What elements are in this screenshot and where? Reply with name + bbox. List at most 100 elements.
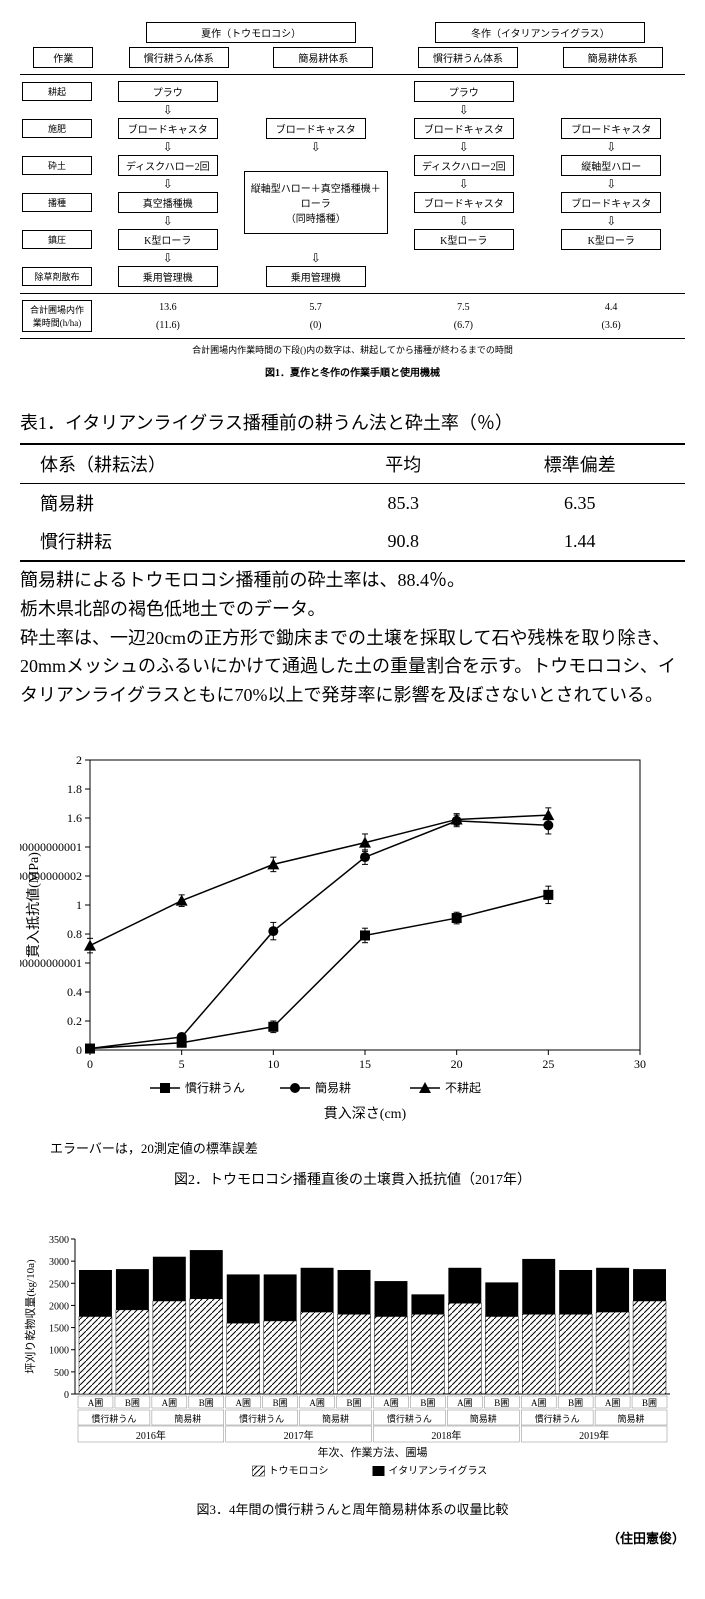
figure-3: 0500100015002000250030003500坪刈り乾物収量(kg/1…: [20, 1229, 685, 1518]
svg-text:トウモロコシ: トウモロコシ: [269, 1465, 329, 1477]
svg-text:簡易耕: 簡易耕: [618, 1413, 645, 1424]
svg-text:簡易耕: 簡易耕: [315, 1080, 351, 1095]
cell-bc-1: ブロードキャスタ: [118, 118, 218, 139]
svg-text:B圃: B圃: [125, 1398, 140, 1408]
fig1-caption: 図1．夏作と冬作の作業手順と使用機械: [20, 364, 685, 379]
credit: （住田憲俊）: [20, 1528, 685, 1547]
svg-text:イタリアンライグラス: イタリアンライグラス: [389, 1464, 488, 1477]
cell-rider-1: 乗用管理機: [118, 266, 218, 287]
total-c1b: (11.6): [94, 316, 242, 334]
col-1: 慣行耕うん体系: [129, 47, 229, 68]
cell-disc-1: ディスクハロー2回: [118, 155, 218, 176]
row-herbicide: 除草剤散布: [22, 267, 92, 286]
col-2: 簡易耕体系: [273, 47, 373, 68]
svg-text:A圃: A圃: [605, 1398, 621, 1408]
svg-text:B圃: B圃: [494, 1398, 509, 1408]
svg-text:0: 0: [64, 1390, 69, 1401]
svg-text:慣行耕うん: 慣行耕うん: [185, 1080, 245, 1095]
svg-text:B圃: B圃: [568, 1398, 583, 1408]
cell-disc-2: ディスクハロー2回: [414, 155, 514, 176]
svg-text:A圃: A圃: [531, 1398, 547, 1408]
cell-bc-4: ブロードキャスタ: [561, 118, 661, 139]
t1-r2c1: 慣行耕耘: [20, 522, 332, 561]
svg-text:30: 30: [634, 1057, 646, 1071]
fig2-chart: 05101520253000.20.40.60000000000000010.8…: [20, 750, 660, 1130]
svg-text:10: 10: [267, 1057, 279, 1071]
figure-1: 夏作（トウモロコシ） 冬作（イタリアンライグラス） 作業 慣行耕うん体系 簡易耕…: [20, 20, 685, 379]
svg-text:B圃: B圃: [420, 1398, 435, 1408]
svg-text:2018年: 2018年: [431, 1429, 461, 1442]
cell-bc-6: ブロードキャスタ: [561, 192, 661, 213]
winter-label: 冬作（イタリアンライグラス）: [435, 22, 645, 43]
svg-text:1.8: 1.8: [67, 782, 82, 796]
svg-text:慣行耕うん: 慣行耕うん: [535, 1413, 580, 1424]
svg-text:簡易耕: 簡易耕: [322, 1413, 349, 1424]
svg-text:1: 1: [76, 898, 82, 912]
svg-text:3000: 3000: [49, 1257, 69, 1268]
total-c2a: 5.7: [242, 298, 390, 316]
svg-text:B圃: B圃: [642, 1398, 657, 1408]
t1-note3: 砕土率は、一辺20cmの正方形で鋤床までの土壌を採取して石や残株を取り除き、20…: [20, 624, 685, 710]
cell-bc-2: ブロードキャスタ: [266, 118, 366, 139]
svg-text:2019年: 2019年: [579, 1429, 609, 1442]
total-c2b: (0): [242, 316, 390, 334]
cell-plow-2: プラウ: [414, 81, 514, 102]
t1-r1c2: 85.3: [332, 484, 475, 523]
summer-label: 夏作（トウモロコシ）: [146, 22, 356, 43]
row-fertilizer: 施肥: [22, 119, 92, 138]
total-c3b: (6.7): [389, 316, 537, 334]
fig2-caption: 図2．トウモロコシ播種直後の土壌貫入抵抗値（2017年）: [20, 1169, 685, 1189]
t1-h1: 体系（耕耘法）: [20, 444, 332, 484]
cell-vacuum: 真空播種機: [118, 192, 218, 213]
cell-vertaxis: 縦軸型ハロー: [561, 155, 661, 176]
svg-text:坪刈り乾物収量(kg/10a): 坪刈り乾物収量(kg/10a): [23, 1259, 37, 1374]
svg-text:B圃: B圃: [347, 1398, 362, 1408]
svg-text:簡易耕: 簡易耕: [174, 1413, 201, 1424]
svg-text:3500: 3500: [49, 1235, 69, 1246]
t1-note2: 栃木県北部の褐色低地土でのデータ。: [20, 595, 685, 624]
total-c1a: 13.6: [94, 298, 242, 316]
svg-text:年次、作業方法、圃場: 年次、作業方法、圃場: [318, 1445, 428, 1459]
fig3-caption: 図3．4年間の慣行耕うんと周年簡易耕体系の収量比較: [20, 1499, 685, 1518]
total-c3a: 7.5: [389, 298, 537, 316]
total-c4a: 4.4: [537, 298, 685, 316]
svg-text:0.2: 0.2: [67, 1014, 82, 1028]
figure-2: 05101520253000.20.40.60000000000000010.8…: [20, 750, 685, 1189]
row-crushing: 砕土: [22, 156, 92, 175]
col-3: 慣行耕うん体系: [418, 47, 518, 68]
svg-text:0: 0: [76, 1043, 82, 1057]
cell-kroller-2: K型ローラ: [414, 229, 514, 250]
fig2-note: エラーバーは，20測定値の標準誤差: [50, 1138, 685, 1157]
svg-text:A圃: A圃: [235, 1398, 251, 1408]
cell-combined: 縦軸型ハロー＋真空播種機＋ローラ （同時播種）: [244, 171, 389, 234]
cell-kroller-1: K型ローラ: [118, 229, 218, 250]
total-c4b: (3.6): [537, 316, 685, 334]
svg-text:慣行耕うん: 慣行耕うん: [91, 1413, 136, 1424]
svg-text:2017年: 2017年: [284, 1429, 314, 1442]
svg-text:25: 25: [542, 1057, 554, 1071]
svg-text:0.8: 0.8: [67, 927, 82, 941]
svg-text:貫入抵抗値(MPa): 貫入抵抗値(MPa): [26, 852, 42, 958]
svg-text:A圃: A圃: [457, 1398, 473, 1408]
cell-rider-2: 乗用管理機: [266, 266, 366, 287]
svg-text:貫入深さ(cm): 貫入深さ(cm): [324, 1106, 407, 1122]
svg-text:B圃: B圃: [273, 1398, 288, 1408]
cell-bc-3: ブロードキャスタ: [414, 118, 514, 139]
svg-text:2500: 2500: [49, 1279, 69, 1290]
row-total: 合計圃場内作業時間(h/ha): [22, 300, 92, 332]
cell-kroller-3: K型ローラ: [561, 229, 661, 250]
svg-text:A圃: A圃: [162, 1398, 178, 1408]
svg-text:慣行耕うん: 慣行耕うん: [387, 1413, 432, 1424]
svg-text:500: 500: [54, 1368, 69, 1379]
row-rolling: 鎮圧: [22, 230, 92, 249]
svg-text:簡易耕: 簡易耕: [470, 1413, 497, 1424]
svg-text:15: 15: [359, 1057, 371, 1071]
table-1: 表1．イタリアンライグラス播種前の耕うん法と砕土率（％） 体系（耕耘法） 平均 …: [20, 409, 685, 710]
svg-text:A圃: A圃: [88, 1398, 104, 1408]
svg-text:B圃: B圃: [199, 1398, 214, 1408]
t1-h2: 平均: [332, 444, 475, 484]
row-seeding: 播種: [22, 193, 92, 212]
t1-note1: 簡易耕によるトウモロコシ播種前の砕土率は、88.4％。: [20, 566, 685, 595]
cell-plow-1: プラウ: [118, 81, 218, 102]
svg-text:A圃: A圃: [383, 1398, 399, 1408]
